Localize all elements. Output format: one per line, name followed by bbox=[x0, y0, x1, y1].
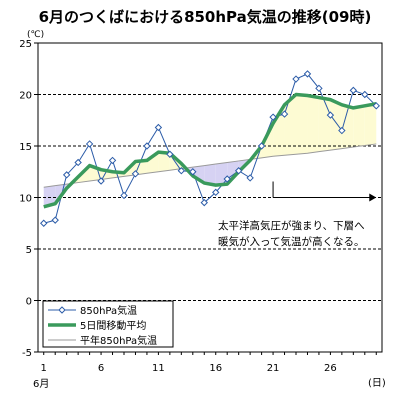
observed-point bbox=[85, 140, 94, 148]
x-tick-label: 21 bbox=[267, 363, 280, 374]
observed-point bbox=[234, 167, 243, 175]
y-tick-label: 10 bbox=[19, 194, 32, 205]
x-tick-label: 16 bbox=[209, 363, 222, 374]
above-normal-fill bbox=[273, 104, 285, 157]
above-normal-fill bbox=[158, 152, 170, 172]
observed-point bbox=[292, 75, 300, 83]
x-tick-label: 1 bbox=[41, 363, 47, 374]
y-tick-label: 0 bbox=[26, 297, 32, 308]
series-moving-average-line bbox=[43, 92, 377, 209]
observed-point bbox=[154, 123, 163, 132]
above-normal-fill bbox=[284, 94, 296, 156]
observed-point bbox=[143, 142, 151, 150]
annotation-line-1: 太平洋高気圧が強まり、下層へ bbox=[218, 219, 365, 232]
below-normal-fill bbox=[192, 165, 205, 184]
observed-point bbox=[223, 175, 231, 183]
y-tick-label: -5 bbox=[22, 348, 32, 359]
observed-point bbox=[338, 126, 346, 135]
x-unit-label: (日) bbox=[368, 378, 386, 389]
legend: 850hPa気温 5日間移動平均 平年850hPa気温 bbox=[42, 300, 174, 348]
above-normal-fill bbox=[330, 99, 342, 151]
y-tick-label: 5 bbox=[26, 245, 32, 256]
x-tick-label: 26 bbox=[324, 363, 337, 374]
observed-point bbox=[280, 110, 289, 118]
y-tick-label: 25 bbox=[19, 39, 32, 50]
x-tick-label: 11 bbox=[152, 363, 165, 374]
observed-point bbox=[120, 191, 128, 200]
chart-title: 6月のつくばにおける850hPa気温の推移(09時) bbox=[39, 8, 372, 26]
observed-point bbox=[131, 170, 140, 178]
below-normal-fill bbox=[204, 164, 216, 186]
below-normal-fill bbox=[215, 162, 228, 186]
observed-point bbox=[349, 86, 358, 95]
observed-point bbox=[177, 167, 186, 175]
above-normal-fill bbox=[364, 103, 377, 146]
observed-point bbox=[212, 188, 220, 197]
x-tick-label: 6 bbox=[98, 363, 104, 374]
legend-label-observed: 850hPa気温 bbox=[80, 304, 137, 317]
observed-point bbox=[200, 198, 208, 207]
annotation: 太平洋高気圧が強まり、下層へ 暖気が入って気温が高くなる。 bbox=[218, 181, 377, 248]
y-tick-label: 15 bbox=[19, 142, 32, 153]
observed-point bbox=[257, 142, 266, 150]
observed-point bbox=[372, 102, 380, 110]
observed-point bbox=[189, 168, 197, 176]
legend-label-normal: 平年850hPa気温 bbox=[80, 334, 157, 347]
above-normal-fill bbox=[307, 95, 319, 154]
observed-point bbox=[74, 158, 82, 167]
observed-point bbox=[326, 111, 335, 119]
annotation-arrow-head bbox=[369, 193, 377, 202]
observed-point bbox=[108, 156, 117, 165]
observed-point bbox=[97, 177, 105, 185]
above-normal-fill bbox=[135, 160, 147, 175]
x-month-label: 6月 bbox=[33, 378, 49, 390]
annotation-line-2: 暖気が入って気温が高くなる。 bbox=[218, 235, 364, 248]
observed-point bbox=[269, 113, 277, 121]
observed-point bbox=[361, 90, 369, 99]
above-normal-fill bbox=[318, 97, 331, 152]
legend-marker-observed bbox=[58, 306, 66, 314]
above-normal-fill bbox=[341, 104, 354, 149]
above-normal-fill bbox=[146, 152, 159, 174]
observed-point bbox=[40, 219, 48, 227]
y-unit-label: (℃) bbox=[27, 30, 44, 40]
y-tick-label: 20 bbox=[19, 91, 32, 102]
above-normal-fill bbox=[353, 105, 365, 148]
above-normal-fill bbox=[296, 94, 308, 155]
observed-point bbox=[303, 70, 312, 78]
below-normal-fill bbox=[43, 185, 56, 207]
legend-label-moving-average: 5日間移動平均 bbox=[80, 319, 146, 332]
observed-point bbox=[51, 216, 59, 224]
series-layer bbox=[40, 70, 380, 227]
observed-point bbox=[166, 150, 174, 158]
observed-point bbox=[315, 84, 323, 93]
series-observed-line bbox=[43, 73, 377, 224]
observed-point bbox=[62, 171, 71, 179]
observed-point bbox=[246, 174, 254, 182]
